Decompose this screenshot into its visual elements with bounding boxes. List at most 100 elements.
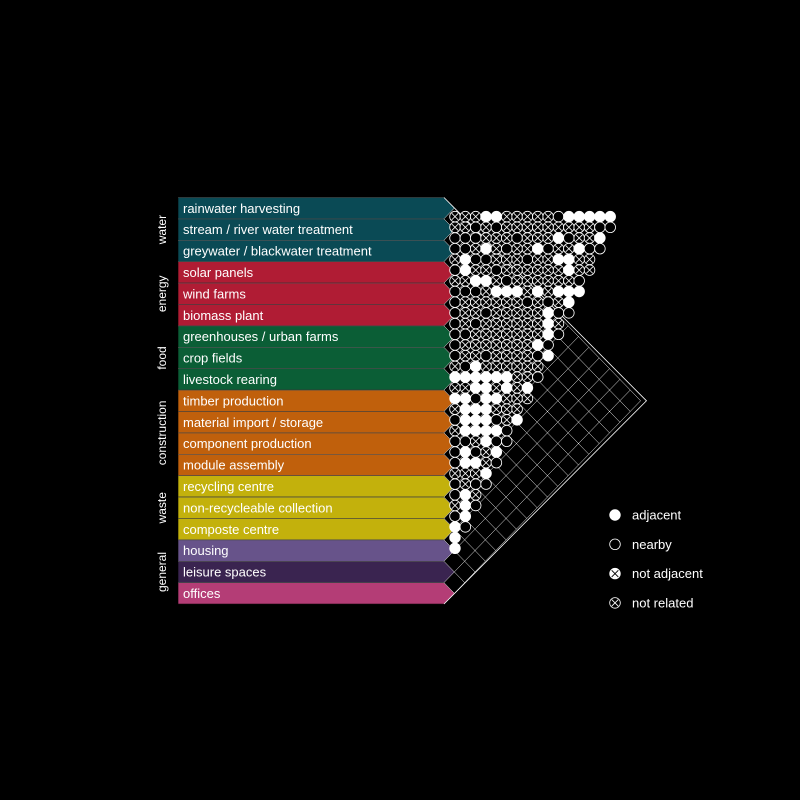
not-adjacent-dot: [501, 339, 513, 351]
adjacent-dot: [563, 285, 575, 298]
not-adjacent-dot: [459, 350, 472, 362]
legend-label: not adjacent: [632, 566, 703, 581]
not-adjacent-dot: [490, 328, 503, 341]
not-adjacent-dot: [521, 317, 534, 330]
adjacent-dot: [449, 542, 461, 555]
row-biomass-plant: biomass plant: [177, 304, 456, 327]
row-label: recycling centre: [183, 479, 274, 494]
not-adjacent-dot: [490, 360, 503, 373]
not-adjacent-dot: [542, 210, 554, 223]
adjacent-dot: [459, 253, 472, 266]
nearby-dot: [470, 392, 482, 405]
not-adjacent-dot: [552, 317, 565, 330]
not-adjacent-dot: [459, 478, 472, 490]
adjacent-dot: [563, 296, 575, 308]
not-adjacent-dot: [449, 382, 461, 394]
not-adjacent-dot: [511, 382, 523, 394]
not-adjacent-dot: [459, 296, 472, 308]
not-adjacent-dot: [532, 210, 544, 223]
not-adjacent-dot: [532, 264, 544, 276]
adjacent-dot: [470, 457, 482, 469]
nearby-dot: [449, 489, 461, 501]
adjacent-dot: [470, 424, 482, 437]
adjacent-dot: [542, 350, 554, 362]
not-adjacent-dot: [583, 264, 596, 276]
not-adjacent-dot: [511, 242, 523, 255]
not-adjacent-dot: [490, 382, 503, 394]
nearby-dot: [449, 232, 461, 244]
not-adjacent-dot: [542, 285, 554, 298]
row-greywater-blackwater-treatment: greywater / blackwater treatment: [177, 240, 456, 263]
not-adjacent-dot: [470, 489, 482, 501]
not-adjacent-dot: [501, 360, 513, 373]
nearby-dot: [552, 210, 565, 223]
not-adjacent-dot: [449, 210, 461, 223]
not-adjacent-dot: [480, 221, 492, 234]
row-bands: rainwater harvesting stream / river water…: [177, 197, 456, 605]
not-adjacent-dot: [449, 403, 461, 415]
nearby-dot: [480, 478, 492, 490]
not-adjacent-dot: [490, 403, 503, 415]
row-label: biomass plant: [183, 308, 264, 323]
not-adjacent-dot: [532, 307, 544, 319]
not-adjacent-dot: [521, 350, 534, 362]
not-adjacent-dot: [511, 307, 523, 319]
not-adjacent-dot: [573, 221, 585, 234]
adjacent-dot: [459, 403, 472, 415]
not-adjacent-dot: [470, 210, 482, 223]
not-adjacent-dot: [542, 275, 554, 287]
legend-label: adjacent: [632, 508, 682, 523]
adjacent-dot: [459, 457, 472, 469]
not-adjacent-dot: [480, 264, 492, 276]
adjacent-dot: [552, 253, 565, 266]
not-adjacent-dot: [470, 296, 482, 308]
nearby-dot: [594, 221, 606, 234]
not-adjacent-dot: [521, 285, 534, 298]
adjacent-dot: [490, 371, 503, 383]
matrix-outline: [443, 197, 648, 605]
nearby-dot: [449, 414, 461, 426]
adjacent-dot: [480, 382, 492, 394]
not-adjacent-dot: [470, 467, 482, 480]
not-adjacent-dot: [563, 242, 575, 255]
not-adjacent-dot: [459, 307, 472, 319]
not-adjacent-dot: [459, 221, 472, 234]
nearby-dot: [490, 264, 503, 276]
adjacent-dot: [490, 424, 503, 437]
row-label: module assembly: [183, 458, 285, 473]
nearby-dot: [501, 275, 513, 287]
not-adjacent-dot: [501, 307, 513, 319]
nearby-dot: [583, 242, 596, 255]
not-adjacent-dot: [449, 467, 461, 480]
adjacent-dot: [511, 285, 523, 298]
adjacent-dot: [501, 382, 513, 394]
row-offices: offices: [177, 582, 456, 605]
adjacent-dot: [490, 210, 503, 223]
nearby-dot: [542, 242, 554, 255]
not-adjacent-dot: [490, 350, 503, 362]
not-adjacent-dot: [480, 296, 492, 308]
not-adjacent-dot: [490, 275, 503, 287]
nearby-dot: [521, 296, 534, 308]
adjacent-dot: [573, 242, 585, 255]
not-adjacent-dot: [521, 264, 534, 276]
adjacent-dot: [552, 232, 565, 244]
not-adjacent-dot: [470, 307, 482, 319]
row-leisure-spaces: leisure spaces: [177, 560, 456, 584]
nearby-dot: [459, 521, 472, 533]
nearby-dot: [459, 360, 472, 373]
not-adjacent-dot: [532, 296, 544, 308]
adjacent-dot: [521, 382, 534, 394]
adjacent-dot: [573, 210, 585, 223]
not-adjacent-dot: [532, 275, 544, 287]
lattice-line: [443, 400, 641, 605]
nearby-dot: [449, 457, 461, 469]
nearby-dot: [449, 350, 461, 362]
not-adjacent-dot: [521, 328, 534, 341]
not-adjacent-dot: [459, 275, 472, 287]
row-material-import-storage: material import / storage: [177, 411, 456, 434]
nearby-dot: [449, 285, 461, 298]
nearby-dot: [459, 435, 472, 448]
adjacent-dot: [480, 392, 492, 405]
nearby-dot: [470, 232, 482, 244]
